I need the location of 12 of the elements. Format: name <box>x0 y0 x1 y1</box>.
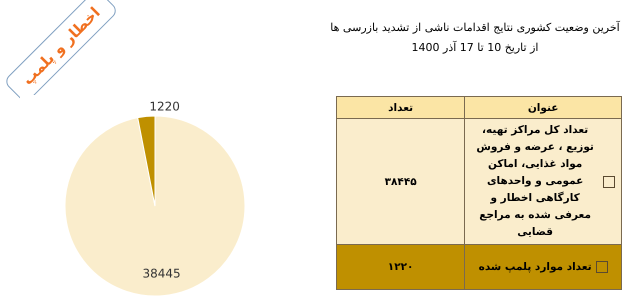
text: ۱۲۲۰ <box>336 244 465 290</box>
text: اخطار و پلمپ <box>3 0 120 104</box>
text: تعداد <box>336 96 465 118</box>
text: ۳۸۴۴۵ <box>336 118 465 244</box>
pie-slice <box>64 116 246 296</box>
chart-title: آخرین وضعیت کشوری نتایج اقدامات ناشی از تشدید بازرسی ها <box>330 20 620 36</box>
text: عنوان <box>464 96 622 118</box>
legend-label: تعداد کل مراکز تهیه، توزیع ، عرضه و فروش مواد غذایی، اماکن عمومی و واحدهای کارگاهی اخطار و معرفی شده به مراجع قضایی <box>475 123 595 240</box>
legend-label: تعداد موارد پلمپ شده <box>478 260 592 275</box>
data-label: 38445 <box>142 266 181 281</box>
data-label: 1220 <box>149 99 180 114</box>
chart-subtitle: از تاریخ 10 تا 17 آذر 1400 <box>410 40 540 56</box>
